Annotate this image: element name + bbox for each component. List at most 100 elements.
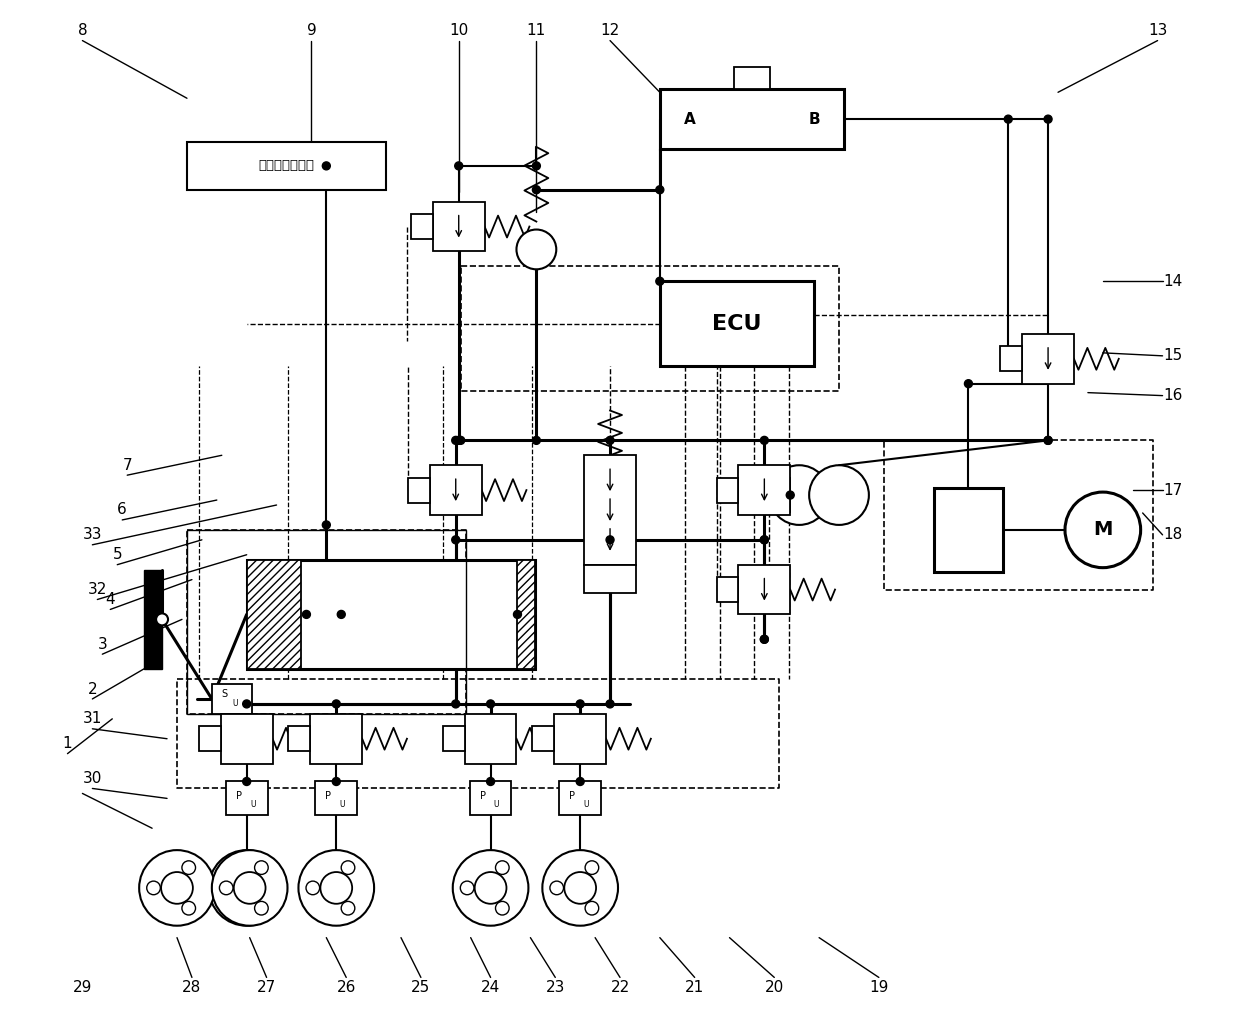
Circle shape <box>760 635 769 643</box>
Circle shape <box>486 700 495 708</box>
Circle shape <box>564 872 596 904</box>
Bar <box>408 478 430 503</box>
Text: 33: 33 <box>83 527 102 543</box>
Bar <box>315 781 357 815</box>
Text: 4: 4 <box>105 592 115 607</box>
Text: 5: 5 <box>113 548 122 562</box>
Text: 22: 22 <box>610 979 630 995</box>
Circle shape <box>1004 115 1012 123</box>
Text: 12: 12 <box>600 23 620 39</box>
Circle shape <box>234 872 265 904</box>
Circle shape <box>320 872 352 904</box>
Circle shape <box>760 535 769 544</box>
Circle shape <box>332 700 340 708</box>
Text: 15: 15 <box>1163 348 1182 364</box>
Text: B: B <box>808 112 820 127</box>
Text: 21: 21 <box>684 979 704 995</box>
Text: U: U <box>233 699 238 708</box>
Bar <box>465 714 517 764</box>
Circle shape <box>306 881 320 895</box>
Bar <box>749 479 790 512</box>
Circle shape <box>182 901 196 915</box>
Text: 2: 2 <box>88 682 97 697</box>
Circle shape <box>486 777 495 785</box>
Text: P: P <box>759 488 764 498</box>
Circle shape <box>456 437 465 444</box>
Circle shape <box>577 777 584 785</box>
Text: P: P <box>325 791 331 802</box>
Text: 28: 28 <box>182 979 202 995</box>
Circle shape <box>1044 115 1052 123</box>
Bar <box>1001 346 1022 371</box>
Text: 8: 8 <box>78 23 87 39</box>
Circle shape <box>139 850 215 926</box>
Circle shape <box>769 465 830 525</box>
Text: 1: 1 <box>63 737 72 751</box>
Circle shape <box>475 872 506 904</box>
Circle shape <box>217 881 231 895</box>
Text: 18: 18 <box>1163 527 1182 543</box>
Circle shape <box>513 611 522 619</box>
Circle shape <box>496 861 510 875</box>
Bar <box>739 565 790 615</box>
Circle shape <box>254 861 268 875</box>
Text: P: P <box>569 791 575 802</box>
Bar <box>247 560 536 670</box>
Text: 6: 6 <box>118 503 128 517</box>
Bar <box>247 560 301 670</box>
Bar <box>226 781 268 815</box>
Text: P: P <box>236 791 242 802</box>
Circle shape <box>656 277 663 285</box>
Text: M: M <box>1094 520 1112 539</box>
Text: U: U <box>250 800 255 809</box>
Circle shape <box>299 850 374 926</box>
Bar <box>289 726 310 751</box>
Circle shape <box>460 881 474 895</box>
Circle shape <box>243 700 250 708</box>
Text: 23: 23 <box>546 979 565 995</box>
Bar <box>187 530 466 714</box>
Circle shape <box>303 611 310 619</box>
Circle shape <box>760 635 769 643</box>
Text: 9: 9 <box>306 23 316 39</box>
Circle shape <box>549 881 563 895</box>
Text: 26: 26 <box>336 979 356 995</box>
Circle shape <box>243 777 250 785</box>
Text: U: U <box>583 800 589 809</box>
Bar <box>734 67 770 89</box>
Circle shape <box>760 535 769 544</box>
Circle shape <box>208 850 284 926</box>
Circle shape <box>496 901 510 915</box>
Circle shape <box>146 881 160 895</box>
Bar <box>221 714 273 764</box>
Circle shape <box>219 881 233 895</box>
Circle shape <box>585 901 599 915</box>
Circle shape <box>542 850 618 926</box>
Circle shape <box>332 777 340 785</box>
Circle shape <box>212 850 288 926</box>
Text: S: S <box>222 689 228 699</box>
Circle shape <box>451 535 460 544</box>
Bar <box>310 714 362 764</box>
Bar <box>660 281 815 366</box>
Text: 31: 31 <box>83 711 102 726</box>
Circle shape <box>337 611 345 619</box>
Bar <box>554 714 606 764</box>
Bar <box>717 478 739 503</box>
Text: 14: 14 <box>1163 273 1182 289</box>
Circle shape <box>532 437 541 444</box>
Text: 16: 16 <box>1163 388 1182 403</box>
Bar <box>212 684 252 714</box>
Circle shape <box>606 535 614 544</box>
Circle shape <box>532 186 541 194</box>
Bar <box>559 781 601 815</box>
Circle shape <box>322 162 330 170</box>
Bar <box>430 465 481 515</box>
Text: 20: 20 <box>765 979 784 995</box>
Bar <box>517 560 536 670</box>
Circle shape <box>786 491 794 499</box>
Text: 11: 11 <box>527 23 546 39</box>
Text: 32: 32 <box>88 582 107 597</box>
Text: U: U <box>773 497 777 506</box>
Circle shape <box>606 437 614 444</box>
